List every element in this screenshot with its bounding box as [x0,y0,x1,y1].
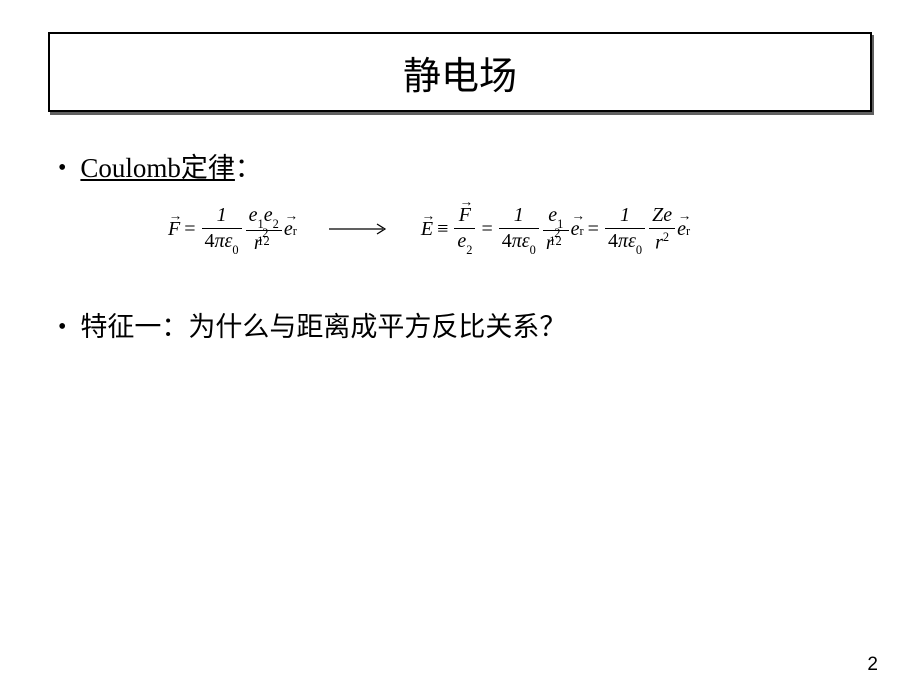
num-1c: 1 [617,204,633,227]
coulomb-formula: F = 1 4πε0 e1e2 r212 er E ≡ F e2 = [168,204,868,255]
bullet-text-wrap: Coulomb定律： [80,150,262,186]
num-Fvec: F [456,204,474,227]
arrow-icon [329,218,389,241]
frac-const-3: 1 4πε0 [605,204,645,255]
frac-const-2: 1 4πε0 [499,204,539,255]
num-1: 1 [214,204,230,227]
vector-E: E [421,218,433,241]
den-r2: r2 [652,230,672,255]
title-box: 静电场 [48,32,872,112]
equals-2: = [481,218,492,241]
den-r12sq-1: r212 [251,232,277,255]
frac-F-e2: F e2 [454,204,475,255]
equiv: ≡ [437,218,448,241]
coulomb-label: Coulomb定律 [80,153,235,183]
equals-1: = [184,218,195,241]
vector-er-2: e [571,218,580,241]
num-1b: 1 [511,204,527,227]
bullet-coulomb-law: • Coulomb定律： [58,150,868,186]
den-4pie0-3: 4πε0 [605,230,645,255]
page-title: 静电场 [403,45,517,100]
frac-e1e2-r12: e1e2 r212 [246,204,282,255]
sub-r-1: r [293,224,297,239]
num-Ze: Ze [649,204,675,227]
sub-r-2: r [580,224,584,239]
frac-e1-r12: e1 r212 [543,204,569,255]
vector-F: F [168,218,180,241]
bullet-marker: • [58,150,66,186]
den-r12sq-2: r212 [543,232,569,255]
den-e2: e2 [454,230,475,255]
frac-Ze-r2: Ze r2 [649,204,675,255]
content-area: • Coulomb定律： F = 1 4πε0 e1e2 r212 er E ≡ [58,150,868,353]
frac-const-1: 1 4πε0 [202,204,242,255]
bullet-feature-one: • 特征一：为什么与距离成平方反比关系？ [58,309,868,345]
page-number: 2 [867,654,878,676]
equals-3: = [588,218,599,241]
den-4pie0-1: 4πε0 [202,230,242,255]
coulomb-colon: ： [235,153,262,183]
den-4pie0-2: 4πε0 [499,230,539,255]
vector-er-1: e [284,218,293,241]
sub-r-3: r [686,224,690,239]
bullet-marker-2: • [58,309,66,345]
feature-one-text: 特征一：为什么与距离成平方反比关系？ [80,309,566,345]
vector-er-3: e [677,218,686,241]
